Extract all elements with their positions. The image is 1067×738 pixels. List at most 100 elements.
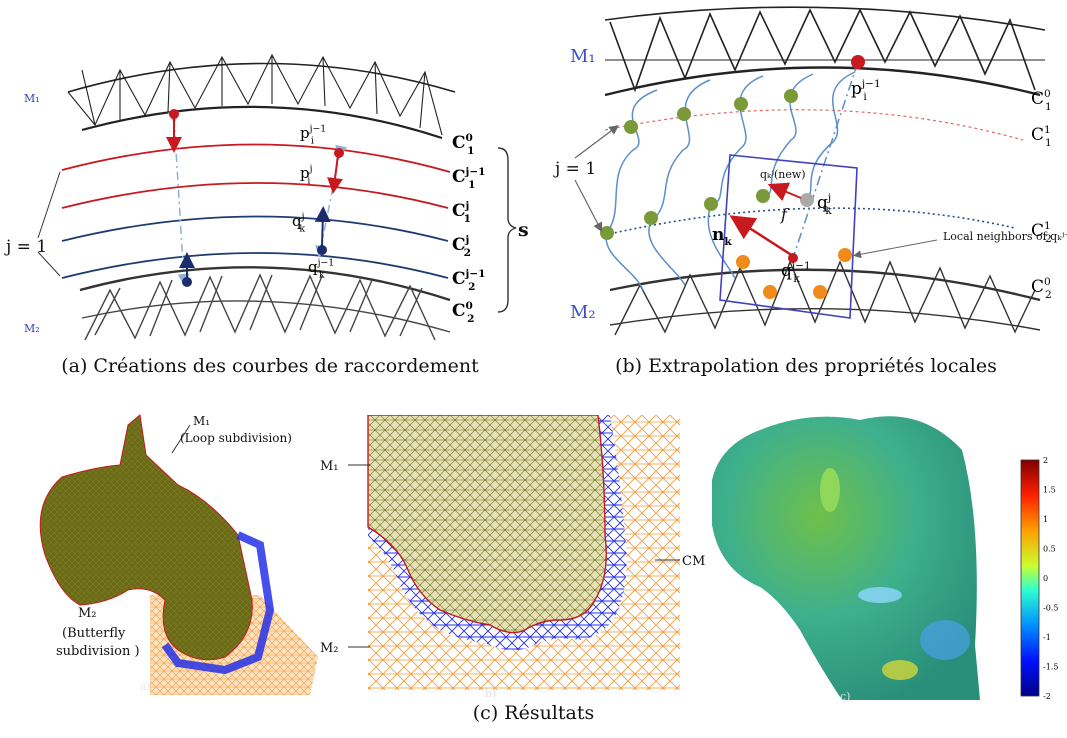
vector-red-mid — [327, 154, 343, 194]
curve-c1-j — [61, 182, 449, 209]
panel-b-figure: M₁ M₂ j = 1 qₖʲ(new) f Local neighbors o… — [553, 6, 1067, 336]
curve-label: C0 2 — [452, 300, 474, 325]
curve-c2-j — [61, 215, 449, 242]
panel-a-figure: M₁ M₂ j = 1 s C0 1 Cj−1 1 Cj 1 Cj 2 Cj−1 2 C0 2 pj−… — [4, 53, 529, 341]
curve-label: C1 2 — [1031, 220, 1052, 245]
caption-c: (c) Résultats — [472, 702, 595, 724]
label-m1-note: (Loop subdivision) — [180, 431, 292, 445]
colorbar-tick: 2 — [1043, 456, 1048, 465]
f-vector — [767, 182, 802, 202]
label-j: j = 1 — [4, 237, 47, 257]
mesh-m2-bottom — [609, 260, 1041, 336]
label-m2: M₂ — [570, 302, 596, 323]
label-m1: M₁ — [193, 414, 210, 428]
neighbors-arrow — [853, 239, 938, 259]
curve-label: Cj−1 1 — [452, 166, 486, 191]
label-m2-note-2: subdivision ) — [56, 644, 140, 659]
mesh-m1-top — [604, 6, 1046, 97]
label-m1: M₁ — [570, 46, 596, 67]
model-surface — [712, 416, 980, 700]
label-neighbors: Local neighbors of qₖʲ⁻¹ — [943, 230, 1067, 243]
panel-c-right: 2 1.5 1 0.5 0 -0.5 -1 -1.5 -2 c) — [700, 405, 1067, 705]
mesh-result-middle: M₁ CM M₂ b) — [320, 414, 705, 700]
caption-b: (b) Extrapolation des propriétés locales — [615, 355, 997, 377]
label-m2: M₂ — [78, 606, 97, 621]
colorbar-tick: 0.5 — [1043, 545, 1056, 554]
colorbar-tick: -1.5 — [1043, 663, 1058, 672]
colorbar-tick: 1 — [1043, 515, 1048, 524]
point-q-prev — [317, 245, 327, 255]
normal-vector — [729, 215, 794, 258]
curve-label: C0 2 — [1031, 276, 1052, 301]
label-m2: M₂ — [24, 322, 40, 335]
j-arrows — [574, 125, 619, 233]
curve-c1-1 — [604, 109, 1024, 141]
label-q-j: qj k — [292, 212, 305, 235]
point-qj — [800, 193, 814, 207]
label-j: j = 1 — [553, 159, 596, 179]
label-s: s — [518, 219, 529, 241]
point-q-prev — [788, 253, 798, 263]
mesh-m1-region — [39, 414, 253, 661]
point-m1 — [169, 109, 179, 119]
blue-spot — [858, 587, 902, 603]
link-line — [792, 61, 859, 259]
point-labels: pj−1 i pj i qj k qj−1 k — [292, 124, 334, 281]
curve-c1-jm1 — [61, 143, 451, 173]
vector-navy-mid — [314, 206, 331, 247]
label-cm: CM — [682, 554, 705, 569]
label-m1: M₁ — [24, 92, 40, 105]
colormap-result: 2 1.5 1 0.5 0 -0.5 -1 -1.5 -2 c) — [712, 416, 1058, 703]
curve-label: Cj 1 — [452, 200, 471, 225]
mesh-result-left: M₁ (Loop subdivision) M₂ (Butterfly subd… — [39, 414, 318, 695]
colorbar — [1020, 459, 1040, 697]
label-p-j: pj i — [300, 164, 313, 187]
curve-c2-jm1 — [61, 252, 449, 279]
panel-c-left: M₁ (Loop subdivision) M₂ (Butterfly subd… — [0, 395, 330, 695]
point-m2 — [182, 277, 192, 287]
panel-b-labels: C0 1 C1 1 C1 2 C0 2 pj−1 i qj k nk qj−1 k — [712, 78, 1052, 301]
label-m2: M₂ — [320, 641, 339, 656]
mesh-m2-bottom — [79, 266, 451, 341]
caption-a: (a) Créations des courbes de raccordemen… — [61, 355, 479, 377]
panel-b: M₁ M₂ j = 1 qₖʲ(new) f Local neighbors o… — [545, 0, 1067, 345]
wavy-lines — [605, 71, 856, 291]
label-m1: M₁ — [320, 459, 339, 474]
connection-curves — [61, 143, 451, 279]
label-f: f — [780, 205, 790, 224]
mesh-m1-top — [67, 53, 456, 140]
ear-highlight — [820, 468, 840, 512]
mesh-m1-region — [367, 414, 607, 634]
brace — [497, 147, 517, 313]
label-q-prev: qj−1 k — [308, 258, 334, 281]
j-arrows — [37, 171, 61, 277]
label-q-j: qj k — [817, 192, 832, 217]
colorbar-tick: -0.5 — [1043, 604, 1058, 613]
blue-spot-2 — [920, 620, 970, 660]
colorbar-tick: -1 — [1043, 633, 1051, 642]
corner-a: a) — [140, 680, 151, 693]
label-p-prev: pj−1 i — [300, 124, 326, 147]
panel-c-middle: M₁ CM M₂ b) — [320, 414, 710, 700]
curve-label: Cj−1 2 — [452, 268, 486, 293]
colorbar-tick: 1.5 — [1043, 486, 1056, 495]
corner-c: c) — [840, 690, 850, 703]
neighborhood-box — [719, 154, 858, 319]
curve-label: C0 1 — [452, 132, 474, 157]
label-q-prev: qj−1 k — [781, 260, 811, 285]
label-n: nk — [712, 225, 732, 248]
green-nodes — [600, 89, 798, 240]
curve-label: Cj 2 — [452, 234, 471, 259]
curve-label: C0 1 — [1031, 88, 1052, 113]
label-m2-note-1: (Butterfly — [62, 626, 126, 641]
colorbar-tick: -2 — [1043, 692, 1051, 701]
curve-c2-1 — [604, 207, 1016, 236]
point-p — [851, 55, 865, 69]
yellow-spot — [882, 660, 918, 680]
colorbar-ticks: 2 1.5 1 0.5 0 -0.5 -1 -1.5 -2 — [1043, 456, 1058, 701]
colorbar-tick: 0 — [1043, 574, 1048, 583]
m1-pointer — [171, 424, 191, 454]
blue-band — [161, 531, 275, 675]
curve-label: C1 1 — [1031, 124, 1052, 149]
curve-labels: C0 1 Cj−1 1 Cj 1 Cj 2 Cj−1 2 C0 2 — [452, 132, 486, 325]
